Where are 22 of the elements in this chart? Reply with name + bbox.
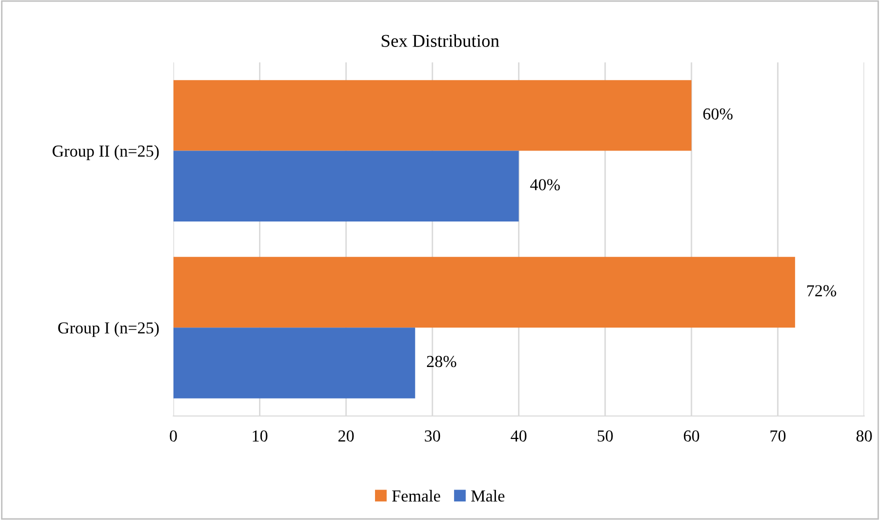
- x-tick-label: 10: [252, 430, 268, 442]
- data-label: 40%: [530, 179, 560, 190]
- x-tick-label: 0: [170, 430, 177, 442]
- legend-label: Male: [471, 490, 504, 502]
- data-label: 72%: [807, 285, 836, 296]
- chart-title: Sex Distribution: [382, 34, 500, 47]
- x-tick-label: 80: [856, 430, 872, 442]
- bar: [173, 256, 796, 328]
- bar: [173, 328, 416, 398]
- x-tick-label: 70: [770, 430, 786, 442]
- bar: [173, 150, 519, 222]
- legend-label: Female: [392, 490, 440, 502]
- y-tick-label: Group I (n=25): [58, 322, 159, 337]
- x-tick-label: 30: [424, 430, 440, 442]
- x-tick-label: 60: [684, 430, 700, 442]
- y-tick-label: Group II (n=25): [52, 145, 159, 160]
- data-label: 60%: [703, 108, 733, 120]
- x-tick-label: 50: [598, 430, 613, 442]
- bar: [173, 80, 692, 151]
- data-label: 28%: [426, 356, 456, 368]
- x-tick-label: 40: [510, 430, 526, 442]
- x-tick-label: 20: [338, 430, 354, 442]
